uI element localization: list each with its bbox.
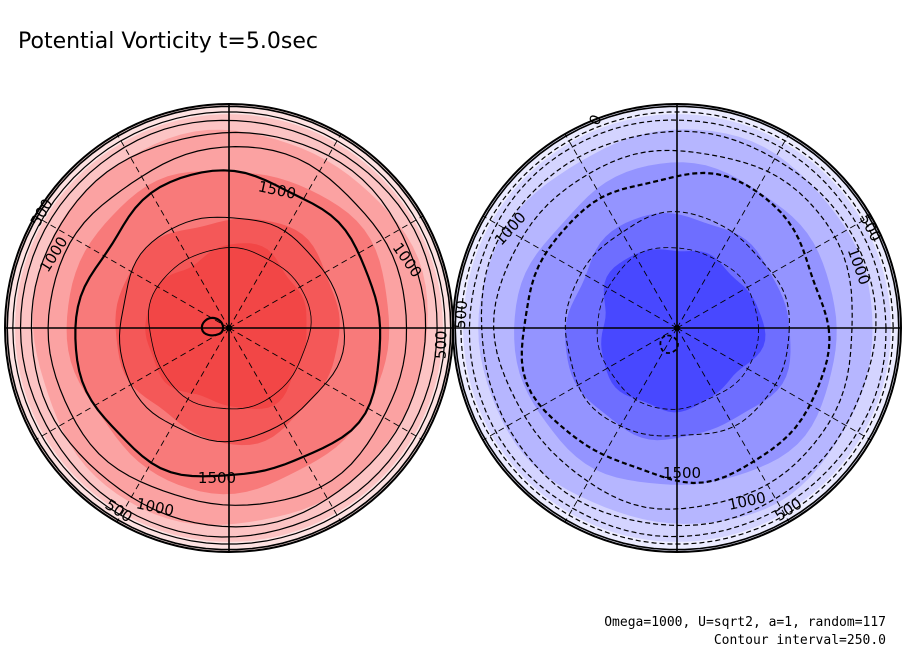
contour-label: 500 xyxy=(432,330,451,359)
meridian-line xyxy=(482,327,678,441)
south-polar-vortex-contour xyxy=(659,334,679,354)
north-hemisphere-panel: 500 1000 1000 1500 1500 1000 500 500 xyxy=(4,103,454,553)
meridian-line xyxy=(34,327,230,441)
meridian-line xyxy=(676,215,872,329)
contour-line xyxy=(596,247,759,410)
contour-label: 1500 xyxy=(663,464,701,482)
pole-marker xyxy=(226,325,232,331)
figure-title: Potential Vorticity t=5.0sec xyxy=(18,29,318,54)
south-dashed-meridians xyxy=(482,133,872,523)
meridian-line xyxy=(482,215,678,329)
south-cross-axes xyxy=(452,103,902,553)
contour-label: 1500 xyxy=(198,469,236,487)
meridian-line xyxy=(676,327,790,523)
pole-marker xyxy=(674,325,680,331)
contour-line xyxy=(460,111,894,545)
parameters-note: Omega=1000, U=sqrt2, a=1, random=117 xyxy=(604,615,886,630)
north-polar-vortex-contour xyxy=(200,316,225,337)
meridian-line xyxy=(676,133,790,329)
meridian-line xyxy=(228,327,424,441)
meridian-line xyxy=(564,327,678,523)
meridian-line xyxy=(564,133,678,329)
contour-line xyxy=(468,119,887,538)
meridian-line xyxy=(228,327,342,523)
color-band xyxy=(601,249,766,413)
contour-interval-note: Contour interval=250.0 xyxy=(714,633,886,648)
outer-boundary-circle xyxy=(452,103,902,553)
south-hemisphere-panel: 0 1000 500 1000 500 1500 1000 500 xyxy=(451,103,902,553)
meridian-line xyxy=(228,215,424,329)
meridian-line xyxy=(676,327,872,441)
meridian-line xyxy=(34,215,230,329)
contour-label: 500 xyxy=(451,300,471,330)
meridian-line xyxy=(116,133,230,329)
